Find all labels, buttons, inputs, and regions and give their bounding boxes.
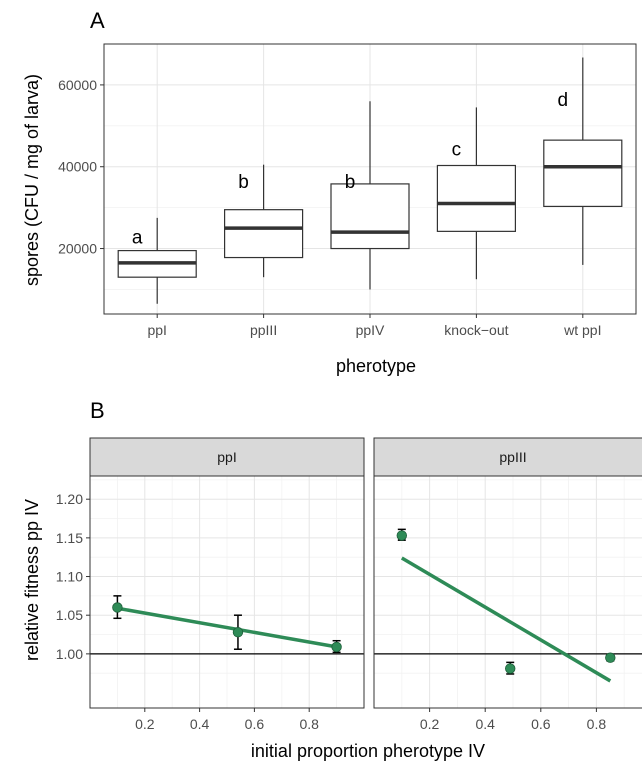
panel-b-y-tick-label: 1.05 (56, 607, 83, 623)
panel-a-y-axis: 20000 40000 60000 (58, 77, 104, 257)
facet-plot-border (89, 475, 365, 709)
facet-strip-label: ppI (217, 449, 236, 465)
panel-a-x-tick-label: ppI (147, 322, 166, 338)
facet-x-tick-label: 0.8 (587, 716, 607, 732)
data-point (505, 663, 516, 674)
significance-letter: a (132, 227, 143, 248)
panel-a-x-tick-label: knock−out (444, 322, 508, 338)
panel-a-y-tick-label: 40000 (58, 159, 97, 175)
facet-x-tick-label: 0.6 (245, 716, 265, 732)
panel-b-y-tick-label: 1.00 (56, 646, 83, 662)
data-point (605, 652, 616, 663)
panel-b-y-tick-label: 1.15 (56, 530, 83, 546)
panel-b: ppI 0.2 0.4 0.6 0.8 1.00 1.05 1.10 1.15 1.20 ppIII… (56, 437, 642, 732)
panel-a: 20000 40000 60000 ppI ppIII ppIV knock−out wt … (58, 43, 637, 338)
panel-a-y-tick-label: 60000 (58, 77, 97, 93)
box-iqr (224, 209, 304, 259)
facet-x-tick-label: 0.2 (135, 716, 155, 732)
significance-letter: c (452, 139, 462, 160)
facet-x-tick-label: 0.4 (475, 716, 495, 732)
panel-a-x-tick-label: wt ppI (563, 322, 601, 338)
facet-strip-label: ppIII (499, 449, 526, 465)
facet-strip (89, 437, 365, 477)
panel-b-letter: B (90, 398, 105, 423)
panel-a-y-tick-label: 20000 (58, 241, 97, 257)
panel-a-x-axis: ppI ppIII ppIV knock−out wt ppI (147, 314, 601, 338)
regression-line (117, 606, 337, 649)
facet-x-tick-label: 0.2 (420, 716, 440, 732)
panel-b-y-tick-label: 1.20 (56, 491, 83, 507)
box-iqr (436, 164, 516, 232)
panel-a-x-tick-label: ppIII (250, 322, 277, 338)
data-point (396, 530, 408, 541)
panel-b-y-tick-label: 1.10 (56, 569, 83, 585)
panel-b-facet-ppI: ppI 0.2 0.4 0.6 0.8 1.00 1.05 1.10 1.15 1.20 (56, 437, 365, 732)
facet-x-tick-label: 0.8 (299, 716, 319, 732)
significance-letter: b (345, 172, 356, 193)
panel-a-boxes (117, 57, 623, 304)
data-point (232, 627, 244, 638)
box-iqr (543, 139, 623, 208)
facet-x-tick-label: 0.6 (531, 716, 551, 732)
panel-a-significance-letters: a b b c d (132, 90, 568, 248)
panel-b-x-axis-title: initial proportion pherotype IV (251, 741, 485, 761)
regression-line (400, 556, 612, 683)
box-iqr (330, 183, 410, 250)
significance-letter: d (558, 90, 569, 111)
facet-strip (373, 437, 642, 477)
data-point (331, 641, 342, 653)
facet-x-tick-label: 0.4 (190, 716, 210, 732)
panel-a-x-axis-title: pherotype (336, 356, 416, 376)
panel-a-x-tick-label: ppIV (356, 322, 385, 338)
significance-letter: b (238, 172, 249, 193)
data-point (112, 602, 123, 613)
panel-b-facet-ppIII: ppIII 0.2 0.4 0.6 0.8 (373, 437, 642, 732)
panel-b-y-axis-title: relative fitness pp IV (22, 499, 42, 661)
facet-plot-border (373, 475, 642, 709)
panel-a-y-axis-title: spores (CFU / mg of larva) (22, 74, 42, 286)
panel-a-letter: A (90, 8, 105, 33)
